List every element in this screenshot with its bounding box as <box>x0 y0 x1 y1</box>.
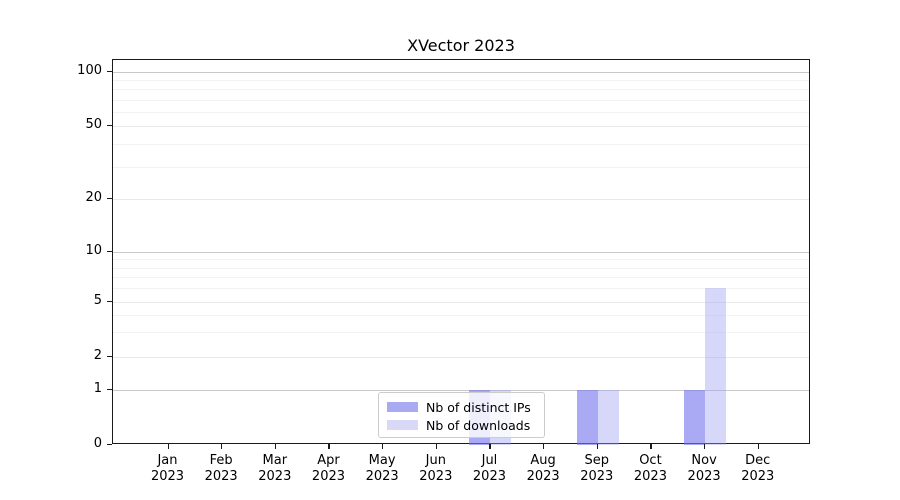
gridline-y-2 <box>113 357 809 358</box>
x-tick-mark <box>543 444 545 449</box>
x-tick-label-may: May 2023 <box>365 453 399 484</box>
y-tick-mark <box>107 356 112 358</box>
x-tick-mark <box>489 444 491 449</box>
bar-downloads-sep <box>597 389 619 445</box>
x-tick-mark <box>167 444 169 449</box>
y-tick-label-1: 1 <box>93 380 102 396</box>
x-tick-label-aug: Aug 2023 <box>526 453 560 484</box>
gridline-y-60 <box>113 111 809 113</box>
x-tick-mark <box>596 444 598 449</box>
gridline-y-1 <box>113 389 809 391</box>
legend-swatch-distinct-ips <box>387 402 418 412</box>
x-tick-mark <box>328 444 330 449</box>
y-tick-label-100: 100 <box>77 62 102 78</box>
y-tick-label-50: 50 <box>85 117 102 133</box>
legend-label-distinct-ips: Nb of distinct IPs <box>426 399 531 415</box>
y-tick-mark <box>107 388 112 390</box>
y-tick-label-5: 5 <box>93 292 102 308</box>
x-tick-mark <box>650 444 652 449</box>
gridline-y-9 <box>113 259 809 261</box>
gridline-y-6 <box>113 288 809 290</box>
bar-distinct-ips-sep <box>576 389 598 445</box>
gridline-y-100 <box>113 71 809 73</box>
plot-area <box>112 59 810 445</box>
x-tick-label-jul: Jul 2023 <box>472 453 506 484</box>
gridline-y-50 <box>113 126 809 128</box>
x-tick-mark <box>435 444 437 449</box>
x-tick-mark <box>221 444 223 449</box>
gridline-y-80 <box>113 89 809 91</box>
x-tick-label-jun: Jun 2023 <box>419 453 453 484</box>
x-tick-label-jan: Jan 2023 <box>150 453 185 484</box>
x-tick-mark <box>704 444 706 449</box>
bar-downloads-nov <box>705 288 727 445</box>
legend-swatch-downloads <box>387 420 418 430</box>
gridline-y-20 <box>113 198 809 200</box>
y-tick-mark <box>107 444 112 446</box>
gridline-y-10 <box>113 251 809 253</box>
x-tick-label-mar: Mar 2023 <box>258 453 292 484</box>
y-tick-label-10: 10 <box>85 242 102 258</box>
gridline-y-4 <box>113 315 809 317</box>
gridline-y-90 <box>113 79 809 81</box>
y-tick-mark <box>107 125 112 127</box>
y-tick-label-0: 0 <box>93 436 102 451</box>
legend-entry-downloads: Nb of downloads <box>387 416 536 434</box>
gridline-y-3 <box>113 332 809 334</box>
legend-entry-distinct-ips: Nb of distinct IPs <box>387 398 536 416</box>
x-tick-mark <box>382 444 384 449</box>
chart-title: XVector 2023 <box>407 36 515 55</box>
y-tick-mark <box>107 300 112 302</box>
gridline-y-5 <box>113 301 809 303</box>
x-tick-mark <box>757 444 759 449</box>
x-tick-label-sep: Sep 2023 <box>580 453 614 484</box>
legend: Nb of distinct IPs Nb of downloads <box>378 392 545 438</box>
y-tick-mark <box>107 197 112 199</box>
y-tick-label-2: 2 <box>93 348 102 363</box>
x-tick-mark <box>274 444 276 449</box>
gridline-y-70 <box>113 99 809 101</box>
x-tick-label-oct: Oct 2023 <box>633 453 667 484</box>
x-tick-label-feb: Feb 2023 <box>204 453 238 484</box>
x-tick-label-dec: Dec 2023 <box>741 453 775 484</box>
gridline-y-30 <box>113 166 809 168</box>
gridline-y-40 <box>113 143 809 145</box>
x-tick-label-apr: Apr 2023 <box>311 453 346 484</box>
y-tick-mark <box>107 70 112 72</box>
bar-distinct-ips-nov <box>684 389 706 445</box>
gridline-y-7 <box>113 277 809 279</box>
y-tick-mark <box>107 250 112 252</box>
gridline-y-8 <box>113 267 809 269</box>
y-tick-label-20: 20 <box>85 189 102 205</box>
x-tick-label-nov: Nov 2023 <box>687 453 721 484</box>
legend-label-downloads: Nb of downloads <box>426 417 531 433</box>
